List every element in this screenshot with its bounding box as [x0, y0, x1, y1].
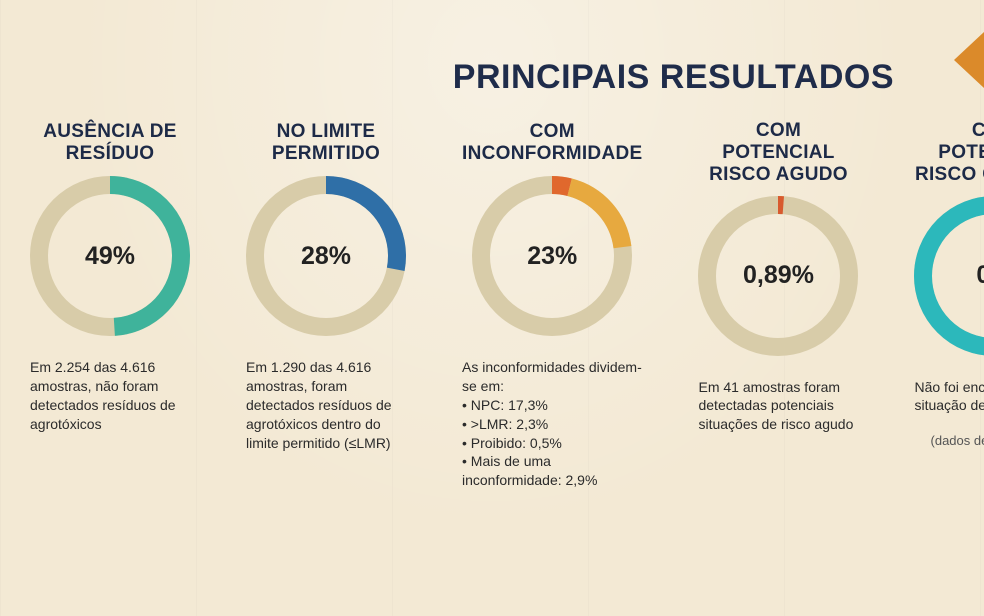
panel-description: Não foi encontrado situação de risco crô… — [914, 378, 984, 416]
accent-triangle — [954, 32, 984, 88]
result-panel: NO LIMITE PERMITIDO 28% Em 1.290 das 4.616… — [246, 120, 406, 586]
donut-percent-label: 28% — [246, 176, 406, 336]
donut-chart: 23% — [472, 176, 632, 336]
panel-title: COM POTENCIAL RISCO AGUDO — [698, 120, 858, 186]
panel-description: As inconformidades dividem-se em:• NPC: … — [462, 358, 642, 490]
donut-percent-label: 23% — [472, 176, 632, 336]
panel-note: (dados de 2013-2018) — [931, 433, 984, 448]
result-panel: AUSÊNCIA DE RESÍDUO 49% Em 2.254 das 4.616… — [30, 120, 190, 586]
panel-bullet: • Proibido: 0,5% — [462, 434, 642, 453]
result-panel: COM INCONFORMIDADE 23% As inconformidades … — [462, 120, 642, 586]
panel-bullet: • NPC: 17,3% — [462, 396, 642, 415]
page-title: PRINCIPAIS RESULTADOS — [453, 58, 894, 97]
panel-bullet: • >LMR: 2,3% — [462, 415, 642, 434]
panel-title: COM INCONFORMIDADE — [462, 120, 642, 166]
panel-description-text: Em 1.290 das 4.616 amostras, foram detec… — [246, 358, 406, 452]
panel-description: Em 41 amostras foram detectadas potencia… — [698, 378, 858, 435]
panel-description: Em 2.254 das 4.616 amostras, não foram d… — [30, 358, 190, 434]
panel-description-text: Em 41 amostras foram detectadas potencia… — [698, 378, 858, 435]
panel-description-text: Em 2.254 das 4.616 amostras, não foram d… — [30, 358, 190, 434]
panel-title: AUSÊNCIA DE RESÍDUO — [43, 120, 177, 166]
panel-title: NO LIMITE PERMITIDO — [272, 120, 380, 166]
donut-percent-label: 0% — [914, 196, 984, 356]
panels-row: AUSÊNCIA DE RESÍDUO 49% Em 2.254 das 4.616… — [30, 120, 954, 586]
panel-bullet: • Mais de uma inconformidade: 2,9% — [462, 452, 642, 490]
panel-title: COM POTENCIAL RISCO CRÔNICO — [914, 120, 984, 186]
result-panel: COM POTENCIAL RISCO AGUDO 0,89% Em 41 amos… — [698, 120, 858, 586]
result-panel: COM POTENCIAL RISCO CRÔNICO 0% Não foi enc… — [914, 120, 984, 586]
panel-description-text: As inconformidades dividem-se em: — [462, 358, 642, 396]
panel-bullets: • NPC: 17,3%• >LMR: 2,3%• Proibido: 0,5%… — [462, 396, 642, 490]
panel-description-text: Não foi encontrado situação de risco crô… — [914, 378, 984, 416]
donut-chart: 0,89% — [698, 196, 858, 356]
donut-chart: 49% — [30, 176, 190, 336]
donut-percent-label: 0,89% — [698, 196, 858, 356]
panel-description: Em 1.290 das 4.616 amostras, foram detec… — [246, 358, 406, 452]
donut-chart: 0% — [914, 196, 984, 356]
donut-chart: 28% — [246, 176, 406, 336]
donut-percent-label: 49% — [30, 176, 190, 336]
